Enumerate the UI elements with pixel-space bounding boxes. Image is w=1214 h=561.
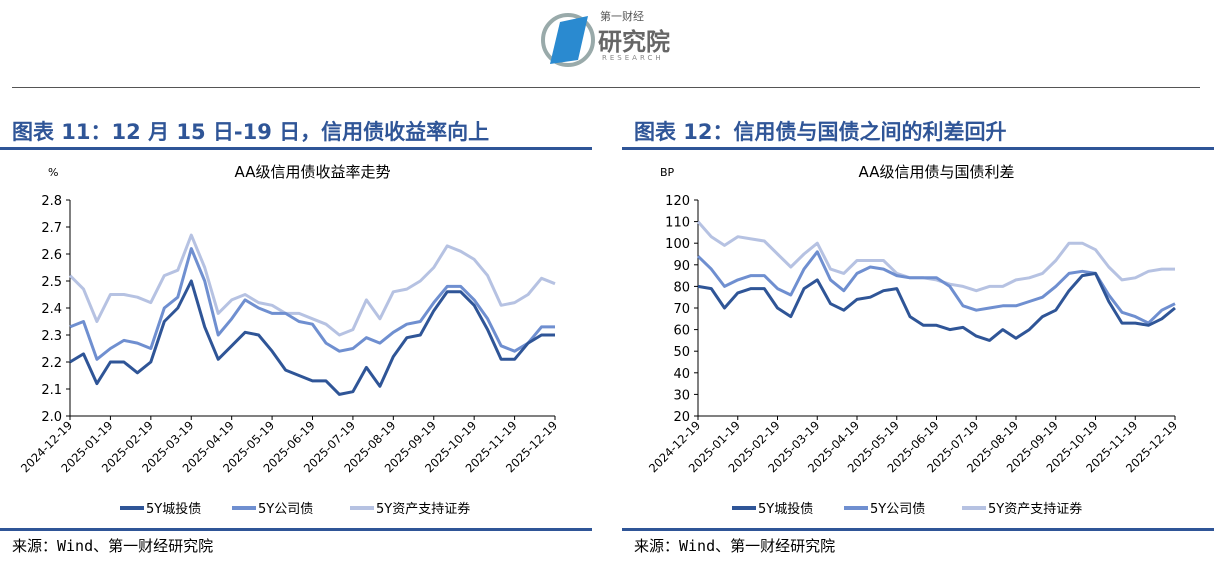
series-line (696, 220, 1175, 293)
logo-sub: RESEARCH (602, 54, 664, 62)
right-source-divider (622, 528, 1214, 531)
header-divider (12, 87, 1200, 88)
legend-label: 5Y资产支持证券 (376, 501, 470, 517)
legend-label: 5Y城投债 (758, 501, 813, 517)
chart-title: AA级信用债与国债利差 (859, 163, 1015, 181)
legend-label: 5Y公司债 (258, 502, 313, 517)
legend-label: 5Y公司债 (870, 502, 925, 517)
right-figure-title: 图表 12：信用债与国债之间的利差回升 (634, 120, 1007, 144)
logo-text-main: 研究院 (598, 28, 670, 56)
left-figure-title: 图表 11：12 月 15 日-19 日，信用债收益率向上 (12, 120, 490, 144)
y-tick-label: 30 (673, 388, 690, 403)
y-tick-label: 70 (673, 302, 690, 317)
y-tick-label: 40 (673, 367, 690, 382)
y-tick-label: 2.1 (41, 383, 62, 398)
y-unit-label: BP (660, 166, 675, 179)
right-title-underline (622, 147, 1214, 150)
chart-title: AA级信用债收益率走势 (235, 163, 391, 181)
left-title-underline (0, 147, 592, 150)
logo: 第一财经 研究院 RESEARCH (540, 8, 680, 68)
y-tick-label: 90 (673, 259, 690, 274)
y-tick-label: 2.4 (41, 302, 62, 317)
series-line (68, 233, 556, 337)
y-tick-label: 2.0 (41, 410, 62, 425)
y-tick-label: 50 (673, 345, 690, 360)
logo-emblem-icon (541, 13, 595, 67)
y-tick-label: 2.8 (41, 194, 62, 209)
y-tick-label: 120 (665, 194, 690, 209)
y-tick-label: 2.7 (41, 221, 62, 236)
series-line (697, 271, 1176, 342)
y-tick-label: 60 (673, 324, 690, 339)
y-tick-label: 100 (665, 237, 690, 252)
right-source: 来源：Wind、第一财经研究院 (634, 537, 836, 555)
y-tick-label: 2.5 (41, 275, 62, 290)
y-tick-label: 2.3 (41, 329, 62, 344)
y-tick-label: 80 (673, 280, 690, 295)
y-unit-label: % (48, 166, 58, 179)
y-tick-label: 2.2 (41, 356, 62, 371)
y-tick-label: 20 (673, 410, 690, 425)
y-tick-label: 110 (665, 216, 690, 231)
series-line (69, 247, 555, 361)
y-tick-label: 2.6 (41, 248, 62, 263)
legend-label: 5Y资产支持证券 (988, 501, 1082, 517)
left-source: 来源：Wind、第一财经研究院 (12, 537, 214, 555)
spread-chart: AA级信用债与国债利差BP203040506070809010011012020… (646, 163, 1180, 517)
logo-text: 第一财经 (600, 10, 644, 23)
series-line (69, 279, 555, 396)
yield-chart: AA级信用债收益率走势%2.02.12.22.32.42.52.62.72.82… (18, 163, 560, 517)
left-source-divider (0, 528, 592, 531)
legend-label: 5Y城投债 (146, 501, 201, 517)
